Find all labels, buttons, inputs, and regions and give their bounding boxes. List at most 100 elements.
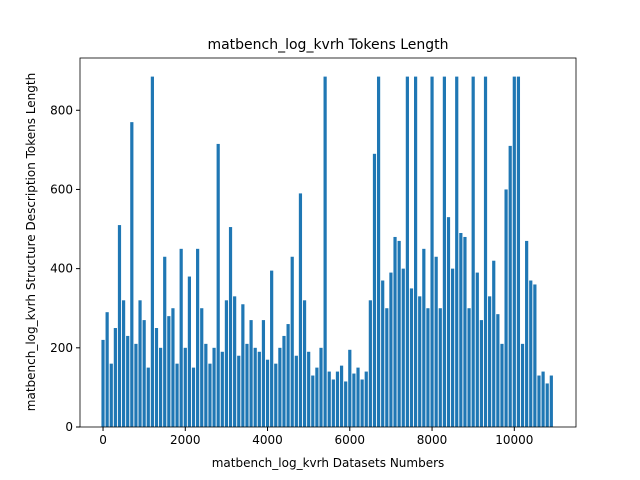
bar — [216, 143, 220, 428]
bar — [422, 248, 426, 427]
bar — [191, 367, 196, 427]
bar — [220, 351, 224, 427]
bar — [315, 367, 319, 427]
bar — [348, 349, 352, 427]
bar — [376, 76, 381, 427]
bar — [167, 316, 171, 427]
x-tick-label: 6000 — [335, 433, 366, 447]
bar — [385, 308, 389, 427]
bar — [298, 193, 303, 427]
bar — [520, 343, 525, 427]
bar — [319, 347, 323, 427]
bar — [508, 145, 512, 428]
bar — [183, 347, 187, 427]
bar — [261, 320, 266, 427]
bar — [249, 320, 253, 427]
bar — [389, 272, 393, 427]
bar — [496, 314, 500, 427]
bar — [101, 339, 105, 427]
bar — [105, 312, 109, 427]
bar — [549, 375, 553, 427]
bar — [504, 189, 508, 427]
bar — [323, 76, 327, 427]
bar — [360, 379, 364, 427]
y-tick-label: 200 — [50, 341, 73, 355]
bar — [257, 351, 261, 427]
bar — [442, 76, 446, 427]
bar — [253, 347, 257, 427]
bar — [294, 355, 298, 427]
bar — [525, 240, 529, 427]
bar — [331, 379, 335, 427]
bar — [175, 363, 179, 427]
bar — [446, 217, 451, 427]
bar — [200, 308, 204, 427]
bar — [224, 300, 229, 427]
chart-title: matbench_log_kvrh Tokens Length — [207, 37, 448, 53]
bar — [274, 363, 278, 427]
bar — [475, 272, 479, 427]
bar — [196, 248, 200, 427]
bar — [117, 225, 122, 427]
bar — [451, 268, 455, 427]
bar — [405, 76, 409, 427]
bar — [204, 343, 208, 427]
y-tick-label: 0 — [65, 420, 73, 434]
bar — [401, 268, 405, 427]
bar — [455, 76, 459, 427]
bar — [290, 256, 294, 427]
y-tick-label: 800 — [50, 103, 73, 117]
bar — [500, 343, 504, 427]
y-tick-label: 400 — [50, 262, 73, 276]
bar — [364, 371, 368, 427]
bar — [409, 288, 414, 427]
bar — [533, 284, 537, 427]
bar — [418, 296, 422, 427]
bar — [352, 373, 356, 427]
plot-frame — [79, 57, 577, 428]
bar — [471, 76, 475, 427]
bar — [459, 232, 463, 427]
bar — [278, 347, 282, 427]
bar — [529, 280, 533, 427]
bar — [109, 363, 113, 427]
bar — [245, 343, 249, 427]
bar — [154, 328, 159, 427]
x-tick-label: 2000 — [170, 433, 201, 447]
bar — [344, 381, 348, 427]
bar — [393, 236, 397, 427]
y-axis-label: matbench_log_kvrh Structure Description … — [24, 73, 38, 411]
bar — [463, 236, 467, 427]
bar — [146, 367, 150, 427]
bar — [356, 367, 360, 427]
bar — [311, 375, 315, 427]
bar — [187, 276, 191, 427]
bar — [397, 240, 401, 427]
bar — [150, 76, 154, 427]
bar — [381, 280, 385, 427]
bar — [134, 343, 138, 427]
bar — [282, 335, 286, 427]
bar — [467, 308, 471, 427]
bar — [228, 227, 233, 427]
bar — [414, 76, 418, 427]
bar — [516, 76, 521, 427]
bar — [208, 363, 212, 427]
bar — [233, 296, 237, 427]
bar — [368, 300, 372, 427]
bar — [339, 365, 344, 427]
x-axis-label: matbench_log_kvrh Datasets Numbers — [212, 456, 445, 470]
bar — [241, 304, 245, 427]
bar — [434, 256, 438, 427]
y-tick-label: 600 — [50, 182, 73, 196]
bar — [492, 260, 496, 427]
bar — [126, 335, 130, 427]
bar — [142, 320, 146, 427]
x-tick-label: 8000 — [417, 433, 448, 447]
bar — [159, 347, 163, 427]
bar — [121, 300, 126, 427]
bar — [307, 351, 311, 427]
x-tick-label: 10000 — [495, 433, 533, 447]
